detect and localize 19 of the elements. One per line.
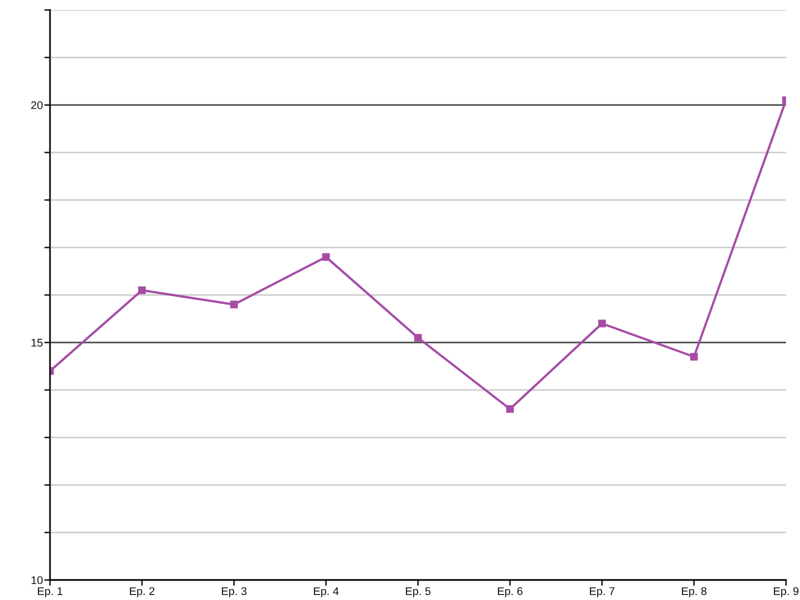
point [138, 286, 146, 294]
point [598, 320, 606, 328]
point [506, 405, 514, 413]
point [690, 352, 698, 361]
x-tick-label: Ep. 8 [682, 587, 706, 598]
y-tick-label: 20 [31, 101, 43, 110]
x-tick-label: Ep. 7 [590, 587, 614, 598]
x-tick-label: Ep. 2 [130, 587, 154, 598]
point [230, 300, 238, 308]
x-tick-label: Ep. 1 [38, 587, 62, 598]
x-tick-label: Ep. 4 [314, 587, 339, 598]
point [322, 253, 330, 261]
x-tick-label: Ep. 6 [498, 587, 522, 598]
x-tick-label: Ep. 5 [406, 587, 431, 598]
y-tick-label: 15 [32, 338, 43, 347]
y-tick-label: 10 [32, 576, 43, 584]
x-tick-label: Ep. 9 [774, 587, 798, 598]
x-tick-label: Ep. 3 [222, 587, 246, 598]
point [414, 334, 422, 342]
